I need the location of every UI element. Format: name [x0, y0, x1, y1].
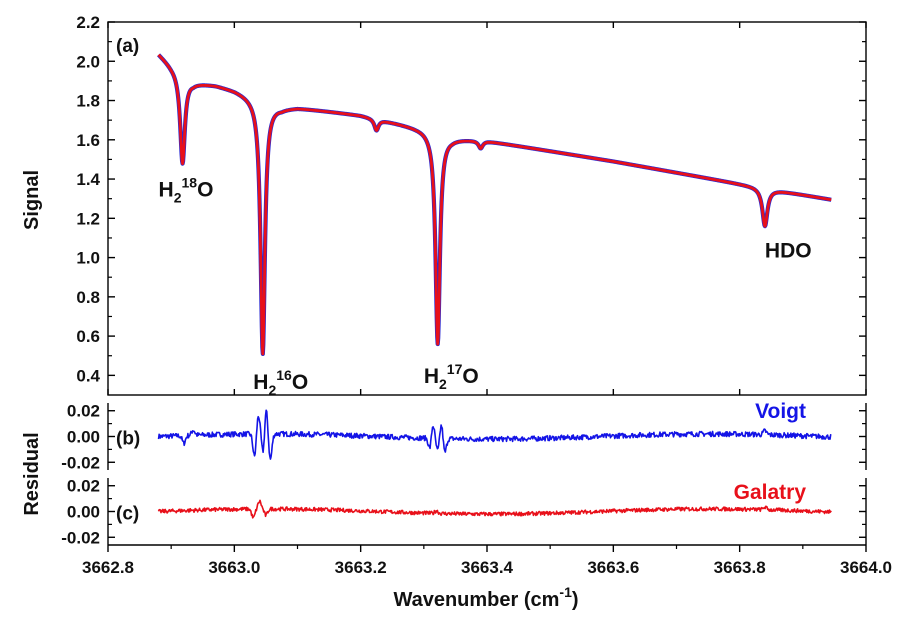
y-tick-label: -0.02 [61, 528, 100, 547]
y-axis-title-residual: Residual [21, 432, 43, 515]
y-tick-label: 1.0 [76, 249, 100, 268]
y-tick-label: 0.6 [76, 327, 100, 346]
peak-label-tail: O [197, 179, 213, 202]
y-tick-label: 1.8 [76, 92, 100, 111]
peak-label-base: H [424, 365, 439, 388]
y-axis-title-signal: Signal [21, 170, 43, 230]
galatry-residual-panel: 0.02 0.00 -0.02 3662.8 3663.0 3663.2 3663.4 366… [61, 477, 892, 577]
panel-b-label: (b) [116, 429, 140, 450]
peak-label-sub: 2 [268, 382, 276, 398]
y-tick-label: 1.2 [76, 209, 100, 228]
x-axis-title: Wavenumber (cm-1) [393, 584, 578, 611]
peak-label-sup: 16 [276, 367, 292, 383]
peak-label: H218O [159, 175, 214, 206]
y-tick-label: 1.6 [76, 131, 100, 150]
peak-label-base: HDO [765, 240, 812, 263]
x-axis-title-sup: -1 [559, 584, 572, 600]
signal-panel: 0.40.60.81.01.21.41.61.82.02.2H218OH216O… [76, 13, 867, 398]
y-tick-label: 0.02 [67, 477, 100, 496]
y-tick-label: -0.02 [61, 453, 100, 472]
voigt-residual-line [157, 409, 832, 460]
peak-label-sub: 2 [439, 376, 447, 392]
peak-label-base: H [159, 179, 174, 202]
x-tick-label: 3663.6 [587, 558, 639, 577]
galatry-series-label: Galatry [734, 481, 807, 504]
y-tick-label: 0.00 [67, 503, 100, 522]
voigt-residual-panel: 0.02 0.00 -0.02 (b) Voigt [61, 400, 867, 472]
y-tick-label: 1.4 [76, 170, 100, 189]
x-tick-label: 3663.8 [714, 558, 766, 577]
peak-label: H217O [424, 361, 479, 392]
peak-label-sup: 17 [447, 361, 463, 377]
x-axis-title-main: Wavenumber (cm [393, 589, 559, 611]
y-tick-label: 0.00 [67, 428, 100, 447]
x-axis-title-tail: ) [572, 589, 579, 611]
y-tick-label: 0.4 [76, 366, 100, 385]
y-tick-label: 2.0 [76, 52, 100, 71]
fit-signal-line [157, 53, 833, 356]
peak-label-tail: O [292, 371, 308, 394]
peak-label-sub: 2 [174, 190, 182, 206]
peak-label: H216O [253, 367, 308, 398]
panel-a-frame [107, 21, 867, 396]
y-tick-label: 0.8 [76, 288, 100, 307]
y-tick-label: 2.2 [76, 13, 100, 32]
galatry-residual-line [157, 499, 832, 519]
x-tick-label: 3663.0 [208, 558, 260, 577]
x-tick-label: 3663.2 [335, 558, 387, 577]
voigt-series-label: Voigt [755, 400, 806, 423]
peak-label: HDO [765, 240, 812, 263]
x-tick-label: 3664.0 [840, 558, 892, 577]
x-tick-label: 3663.4 [461, 558, 514, 577]
y-tick-label: 0.02 [67, 402, 100, 421]
panel-a-label: (a) [116, 36, 139, 57]
x-tick-label: 3662.8 [82, 558, 134, 577]
peak-label-tail: O [462, 365, 478, 388]
peak-label-sup: 18 [182, 175, 198, 191]
panel-c-label: (c) [116, 504, 139, 525]
peak-label-base: H [253, 371, 268, 394]
figure-labels: Signal Residual Wavenumber (cm-1) [21, 170, 579, 611]
